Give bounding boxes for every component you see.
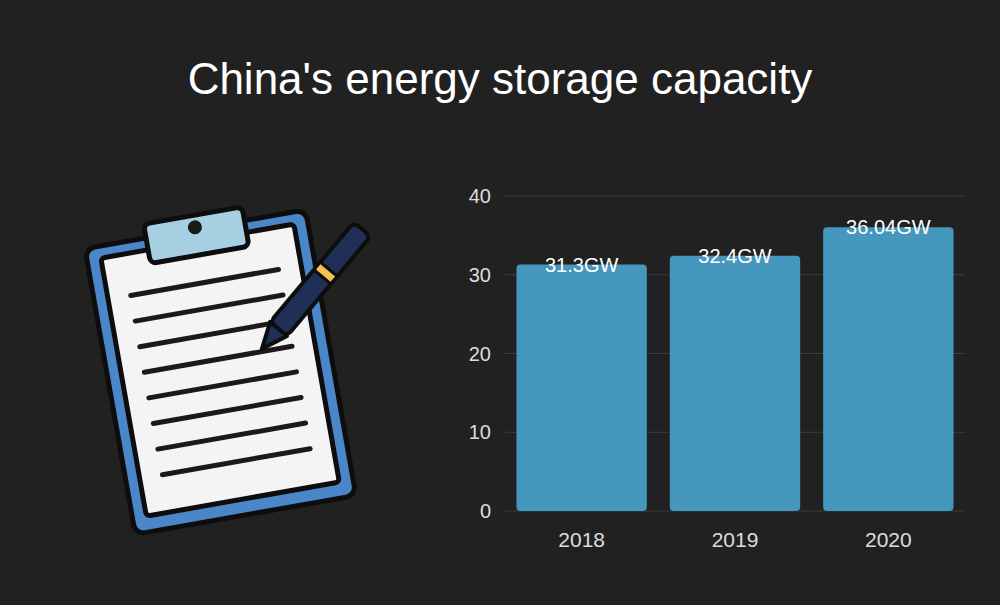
y-tick-label: 20 bbox=[469, 343, 491, 365]
data-label: 36.04GW bbox=[846, 216, 931, 238]
x-tick-label: 2019 bbox=[712, 528, 759, 551]
bars bbox=[517, 227, 954, 511]
chart-root: China's energy storage capacity 0 10 20 30 40… bbox=[0, 0, 1000, 605]
y-tick-label: 30 bbox=[469, 264, 491, 286]
paper-line bbox=[144, 346, 292, 372]
y-tick-label: 40 bbox=[469, 185, 491, 207]
background bbox=[0, 0, 1000, 605]
title: China's energy storage capacity bbox=[188, 54, 813, 103]
clipboard-board bbox=[85, 210, 356, 534]
y-tick-label: 10 bbox=[469, 421, 491, 443]
bar bbox=[517, 265, 647, 511]
chart-svg: China's energy storage capacity 0 10 20 30 40… bbox=[0, 0, 1000, 605]
clipboard-hole bbox=[187, 219, 203, 235]
clipboard-paper bbox=[101, 224, 340, 516]
paper-line bbox=[158, 423, 306, 449]
paper-line bbox=[135, 295, 283, 321]
bar bbox=[823, 227, 953, 511]
data-label: 32.4GW bbox=[698, 245, 771, 267]
pen-band bbox=[314, 262, 337, 284]
paper-line bbox=[162, 449, 310, 475]
pen-body bbox=[270, 222, 370, 336]
grid bbox=[505, 196, 965, 511]
clipboard-icon bbox=[83, 196, 356, 534]
paper-line bbox=[153, 397, 301, 423]
x-tick-label: 2020 bbox=[865, 528, 912, 551]
bar bbox=[670, 256, 800, 511]
paper-line bbox=[131, 269, 279, 295]
y-tick-label: 0 bbox=[480, 500, 491, 522]
data-label: 31.3GW bbox=[545, 254, 618, 276]
paper-line bbox=[149, 372, 297, 398]
pen-icon bbox=[253, 222, 370, 356]
grid-line bbox=[505, 196, 965, 197]
clipboard-clip bbox=[144, 207, 249, 264]
pen-tip bbox=[253, 322, 287, 356]
labels: 31.3GW 2018 32.4GW 2019 36.04GW 2020 bbox=[545, 216, 931, 551]
x-tick-label: 2018 bbox=[558, 528, 605, 551]
